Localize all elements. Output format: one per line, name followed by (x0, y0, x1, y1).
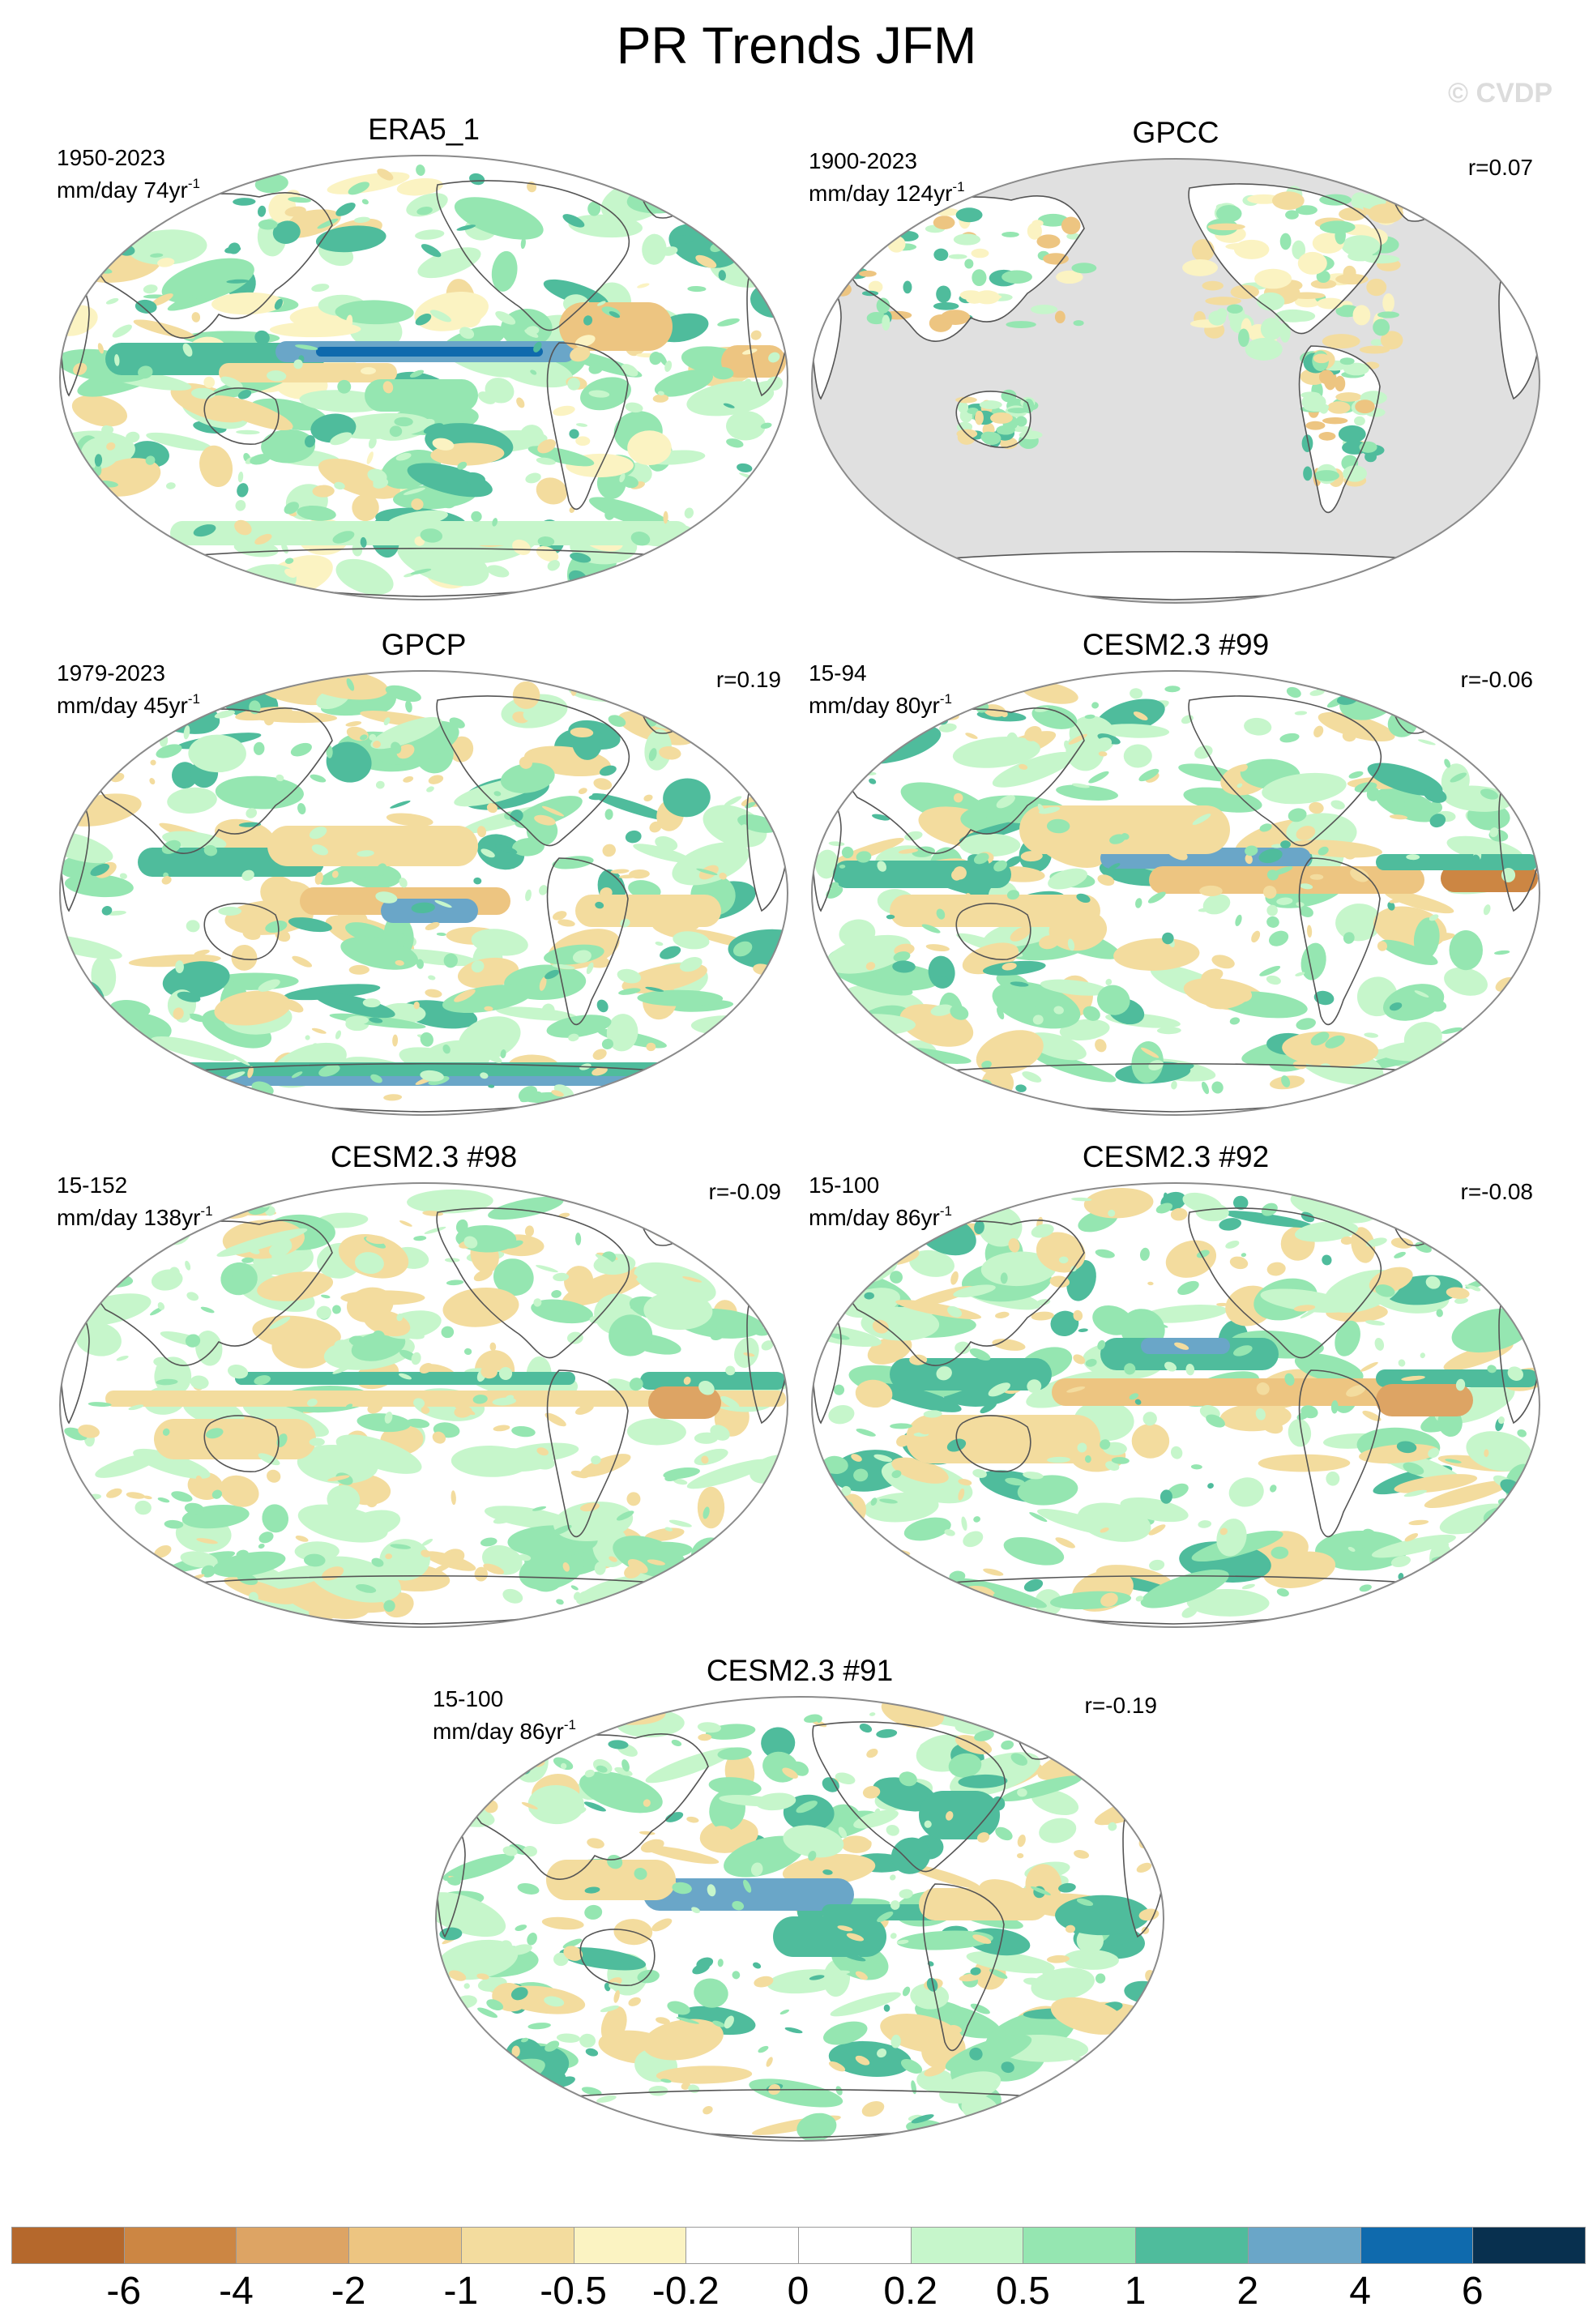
world-map (811, 158, 1540, 604)
map-panel-cesm-98: CESM2.3 #98 15-152 mm/day 138yr-1 r=-0.0… (55, 1139, 792, 1650)
panel-period: 15-152 (57, 1173, 128, 1198)
colorbar-tick-label: 0.2 (883, 2270, 938, 2313)
panel-correlation: r=-0.06 (1460, 667, 1534, 692)
panel-units: mm/day 138yr-1 (57, 1203, 213, 1230)
figure-title: PR Trends JFM (616, 16, 977, 75)
world-map (59, 1182, 788, 1628)
colorbar-swatch (236, 2227, 350, 2264)
colorbar-tick-label: 0.5 (996, 2270, 1050, 2313)
watermark: © CVDP (1448, 78, 1552, 109)
panel-units: mm/day 45yr-1 (57, 691, 200, 718)
world-map (811, 670, 1540, 1116)
map-panel-era5: ERA5_1 1950-2023 mm/day 74yr-1 (55, 112, 792, 622)
panel-title: ERA5_1 (368, 113, 480, 146)
panel-units: mm/day 86yr-1 (433, 1717, 576, 1744)
colorbar-swatch (1472, 2227, 1586, 2264)
colorbar-tick-label: 6 (1461, 2270, 1484, 2313)
panel-units: mm/day 124yr-1 (809, 179, 965, 206)
panel-title: CESM2.3 #91 (706, 1654, 894, 1687)
colorbar-swatch (1023, 2227, 1137, 2264)
colorbar-swatch (573, 2227, 687, 2264)
panel-title: CESM2.3 #92 (1082, 1140, 1270, 1173)
map-panel-cesm-92: CESM2.3 #92 15-100 mm/day 86yr-1 r=-0.08 (807, 1139, 1544, 1650)
world-map (811, 1182, 1540, 1628)
panel-title: CESM2.3 #98 (330, 1140, 518, 1173)
colorbar-tick-label: -0.2 (651, 2270, 720, 2313)
colorbar-tick-label: -1 (443, 2270, 479, 2313)
world-map (59, 670, 788, 1116)
panel-units: mm/day 86yr-1 (809, 1203, 952, 1230)
colorbar (11, 2227, 1586, 2266)
panel-correlation: r=0.19 (715, 667, 781, 692)
panel-correlation: r=-0.09 (708, 1179, 782, 1204)
map-panel-gpcc: GPCC 1900-2023 mm/day 124yr-1 r=0.07 (807, 115, 1544, 626)
panel-correlation: r=0.07 (1467, 155, 1533, 180)
panel-period: 15-100 (433, 1686, 504, 1711)
colorbar-tick-label: 2 (1236, 2270, 1259, 2313)
colorbar-tick-label: -4 (219, 2270, 254, 2313)
map-panel-gpcp: GPCP 1979-2023 mm/day 45yr-1 r=0.19 (55, 627, 792, 1138)
panel-period: 1979-2023 (57, 660, 165, 686)
colorbar-swatch (1135, 2227, 1249, 2264)
panel-title: GPCP (381, 628, 467, 661)
panel-correlation: r=-0.19 (1084, 1693, 1158, 1718)
colorbar-swatch (1247, 2227, 1361, 2264)
panel-period: 1950-2023 (57, 145, 165, 170)
world-map (59, 155, 788, 600)
colorbar-tick-label: 0 (787, 2270, 809, 2313)
panel-units: mm/day 80yr-1 (809, 691, 952, 718)
panel-title: CESM2.3 #99 (1082, 628, 1270, 661)
panel-period: 1900-2023 (809, 148, 917, 173)
panel-title: GPCC (1132, 116, 1219, 149)
colorbar-tick-label: -0.5 (540, 2270, 607, 2313)
colorbar-swatch (798, 2227, 912, 2264)
map-panel-cesm-99: CESM2.3 #99 15-94 mm/day 80yr-1 r=-0.06 (807, 627, 1544, 1138)
colorbar-swatch (348, 2227, 462, 2264)
panel-period: 15-100 (809, 1173, 880, 1198)
colorbar-tick-label: 4 (1349, 2270, 1371, 2313)
panel-period: 15-94 (809, 660, 867, 686)
world-map (435, 1696, 1164, 2142)
colorbar-swatch (11, 2227, 125, 2264)
colorbar-swatch (910, 2227, 1024, 2264)
colorbar-tick-label: 1 (1124, 2270, 1147, 2313)
colorbar-swatch (123, 2227, 237, 2264)
colorbar-swatch (1360, 2227, 1474, 2264)
colorbar-tick-label: -2 (331, 2270, 366, 2313)
colorbar-tick-label: -6 (106, 2270, 142, 2313)
map-panel-cesm-91: CESM2.3 #91 15-100 mm/day 86yr-1 r=-0.19 (431, 1653, 1168, 2164)
panel-correlation: r=-0.08 (1460, 1179, 1534, 1204)
colorbar-swatch (685, 2227, 799, 2264)
colorbar-swatch (460, 2227, 574, 2264)
panel-units: mm/day 74yr-1 (57, 176, 200, 203)
